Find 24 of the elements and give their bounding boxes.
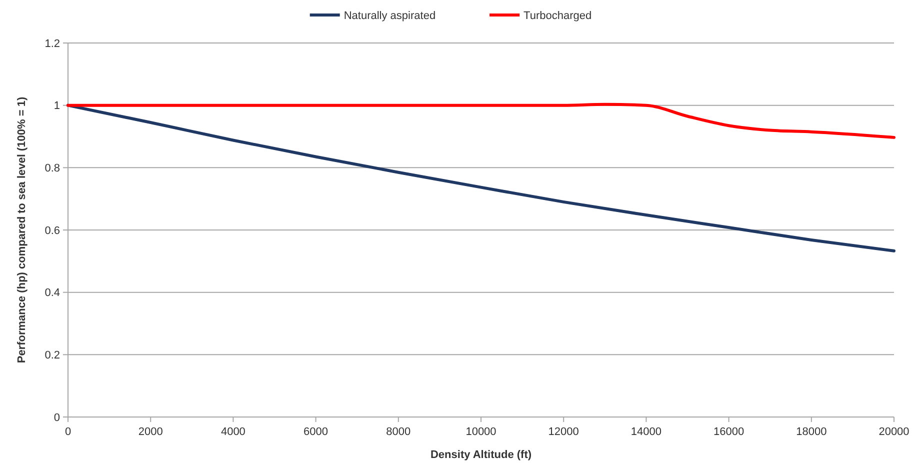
y-tick-label: 0.2 (44, 350, 60, 362)
line-series (66, 102, 896, 139)
x-tick-label: 10000 (466, 426, 496, 438)
x-tick-label: 6000 (304, 426, 328, 438)
x-tick-label: 12000 (548, 426, 579, 438)
y-tick-label: 0.4 (44, 287, 60, 300)
x-tick-label: 14000 (630, 426, 662, 438)
x-tick-label: 2000 (138, 426, 163, 438)
y-tick-label: 0.6 (44, 224, 60, 237)
x-tick-label: 20000 (878, 426, 910, 438)
line-series (66, 104, 896, 252)
y-tick-label: 1 (54, 100, 60, 112)
legend-label: Turbocharged (524, 10, 592, 22)
y-tick-label: 1.2 (44, 38, 60, 50)
x-tick-label: 0 (64, 426, 72, 438)
x-tick-label: 18000 (796, 426, 827, 438)
x-tick-label: 8000 (386, 426, 411, 438)
legend-label: Naturally aspirated (344, 10, 436, 22)
x-tick-label: 4000 (220, 426, 246, 438)
y-tick-label: 0 (54, 412, 60, 424)
x-axis-title: Density Altitude (ft) (430, 449, 532, 461)
y-axis-title: Performance (hp) compared to sea level (100% = 1) (16, 96, 28, 364)
y-tick-label: 0.8 (44, 162, 60, 175)
x-tick-label: 16000 (714, 426, 744, 438)
